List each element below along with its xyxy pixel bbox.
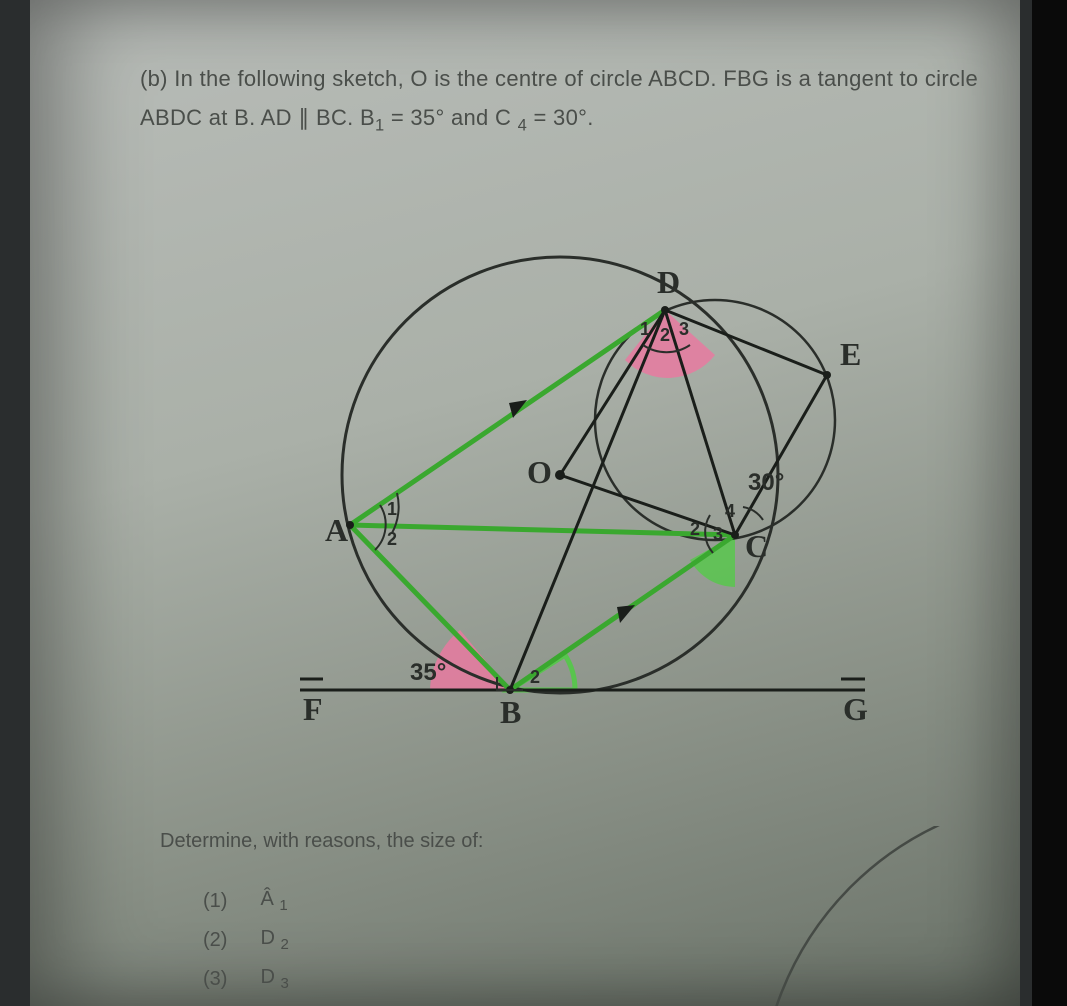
corner-arc-svg <box>700 826 1020 1006</box>
corner-arc-icon <box>760 826 1020 1006</box>
label-b: B <box>500 694 521 730</box>
q-line1: In the following sketch, O is the centre… <box>174 66 978 91</box>
q-line2-prefix: ABDC at B. AD ∥ BC. B <box>140 105 375 130</box>
line-bd <box>510 310 665 690</box>
part-label: (b) <box>140 66 168 91</box>
point-e <box>823 371 831 379</box>
page-surface: (b) In the following sketch, O is the ce… <box>30 0 1020 1006</box>
question-text: (b) In the following sketch, O is the ce… <box>140 60 980 140</box>
label-d: D <box>657 264 680 300</box>
answer-row-2: (2) D 2 <box>202 921 290 958</box>
ans1-num: (1) <box>202 882 257 919</box>
geometry-diagram: A B C D E F G O 35° 30° 1 2 1 2 3 2 3 4 … <box>265 245 925 765</box>
sub-c3: 3 <box>713 524 723 544</box>
point-d <box>661 306 669 314</box>
line-ac <box>350 525 735 535</box>
sub-d2: 2 <box>660 325 670 345</box>
q-sub1: 1 <box>375 116 384 134</box>
sub-b2: 2 <box>530 667 540 687</box>
line-ce <box>735 375 827 535</box>
sub-c2: 2 <box>690 519 700 539</box>
answer-list: (1) Â 1 (2) D 2 (3) D 3 <box>200 880 292 999</box>
determine-prompt: Determine, with reasons, the size of: <box>160 830 483 853</box>
q-line2-end: = 30°. <box>527 105 594 130</box>
label-f: F <box>303 691 323 727</box>
corner-arc <box>700 826 1020 1006</box>
label-c: C <box>745 528 768 564</box>
label-e: E <box>840 336 861 372</box>
sub-d1: 1 <box>640 319 650 339</box>
sub-c4: 4 <box>725 501 735 521</box>
ans1-sym: Â 1 <box>259 882 289 919</box>
sub-a2: 2 <box>387 529 397 549</box>
label-o: O <box>527 454 552 490</box>
ans2-sym: D 2 <box>259 921 289 958</box>
line-ad <box>350 310 665 525</box>
ans3-sym: D 3 <box>259 960 289 997</box>
arrow-bc-icon <box>617 605 635 623</box>
label-a: A <box>325 512 348 548</box>
answer-table: (1) Â 1 (2) D 2 (3) D 3 <box>200 880 292 999</box>
q-line2-mid: = 35° and C <box>384 105 517 130</box>
angle-c4-label: 30° <box>748 469 784 496</box>
answer-row-1: (1) Â 1 <box>202 882 290 919</box>
sub-a1: 1 <box>387 499 397 519</box>
q-sub2: 4 <box>518 116 527 134</box>
point-c <box>731 531 739 539</box>
angle-b1-label: 35° <box>410 659 446 686</box>
book-binding <box>1032 0 1067 1006</box>
ans3-num: (3) <box>202 960 257 997</box>
point-o <box>555 470 565 480</box>
sub-d3: 3 <box>679 319 689 339</box>
ans2-num: (2) <box>202 921 257 958</box>
label-g: G <box>843 691 868 727</box>
answer-row-3: (3) D 3 <box>202 960 290 997</box>
diagram-svg: A B C D E F G O 35° 30° 1 2 1 2 3 2 3 4 … <box>265 245 925 765</box>
